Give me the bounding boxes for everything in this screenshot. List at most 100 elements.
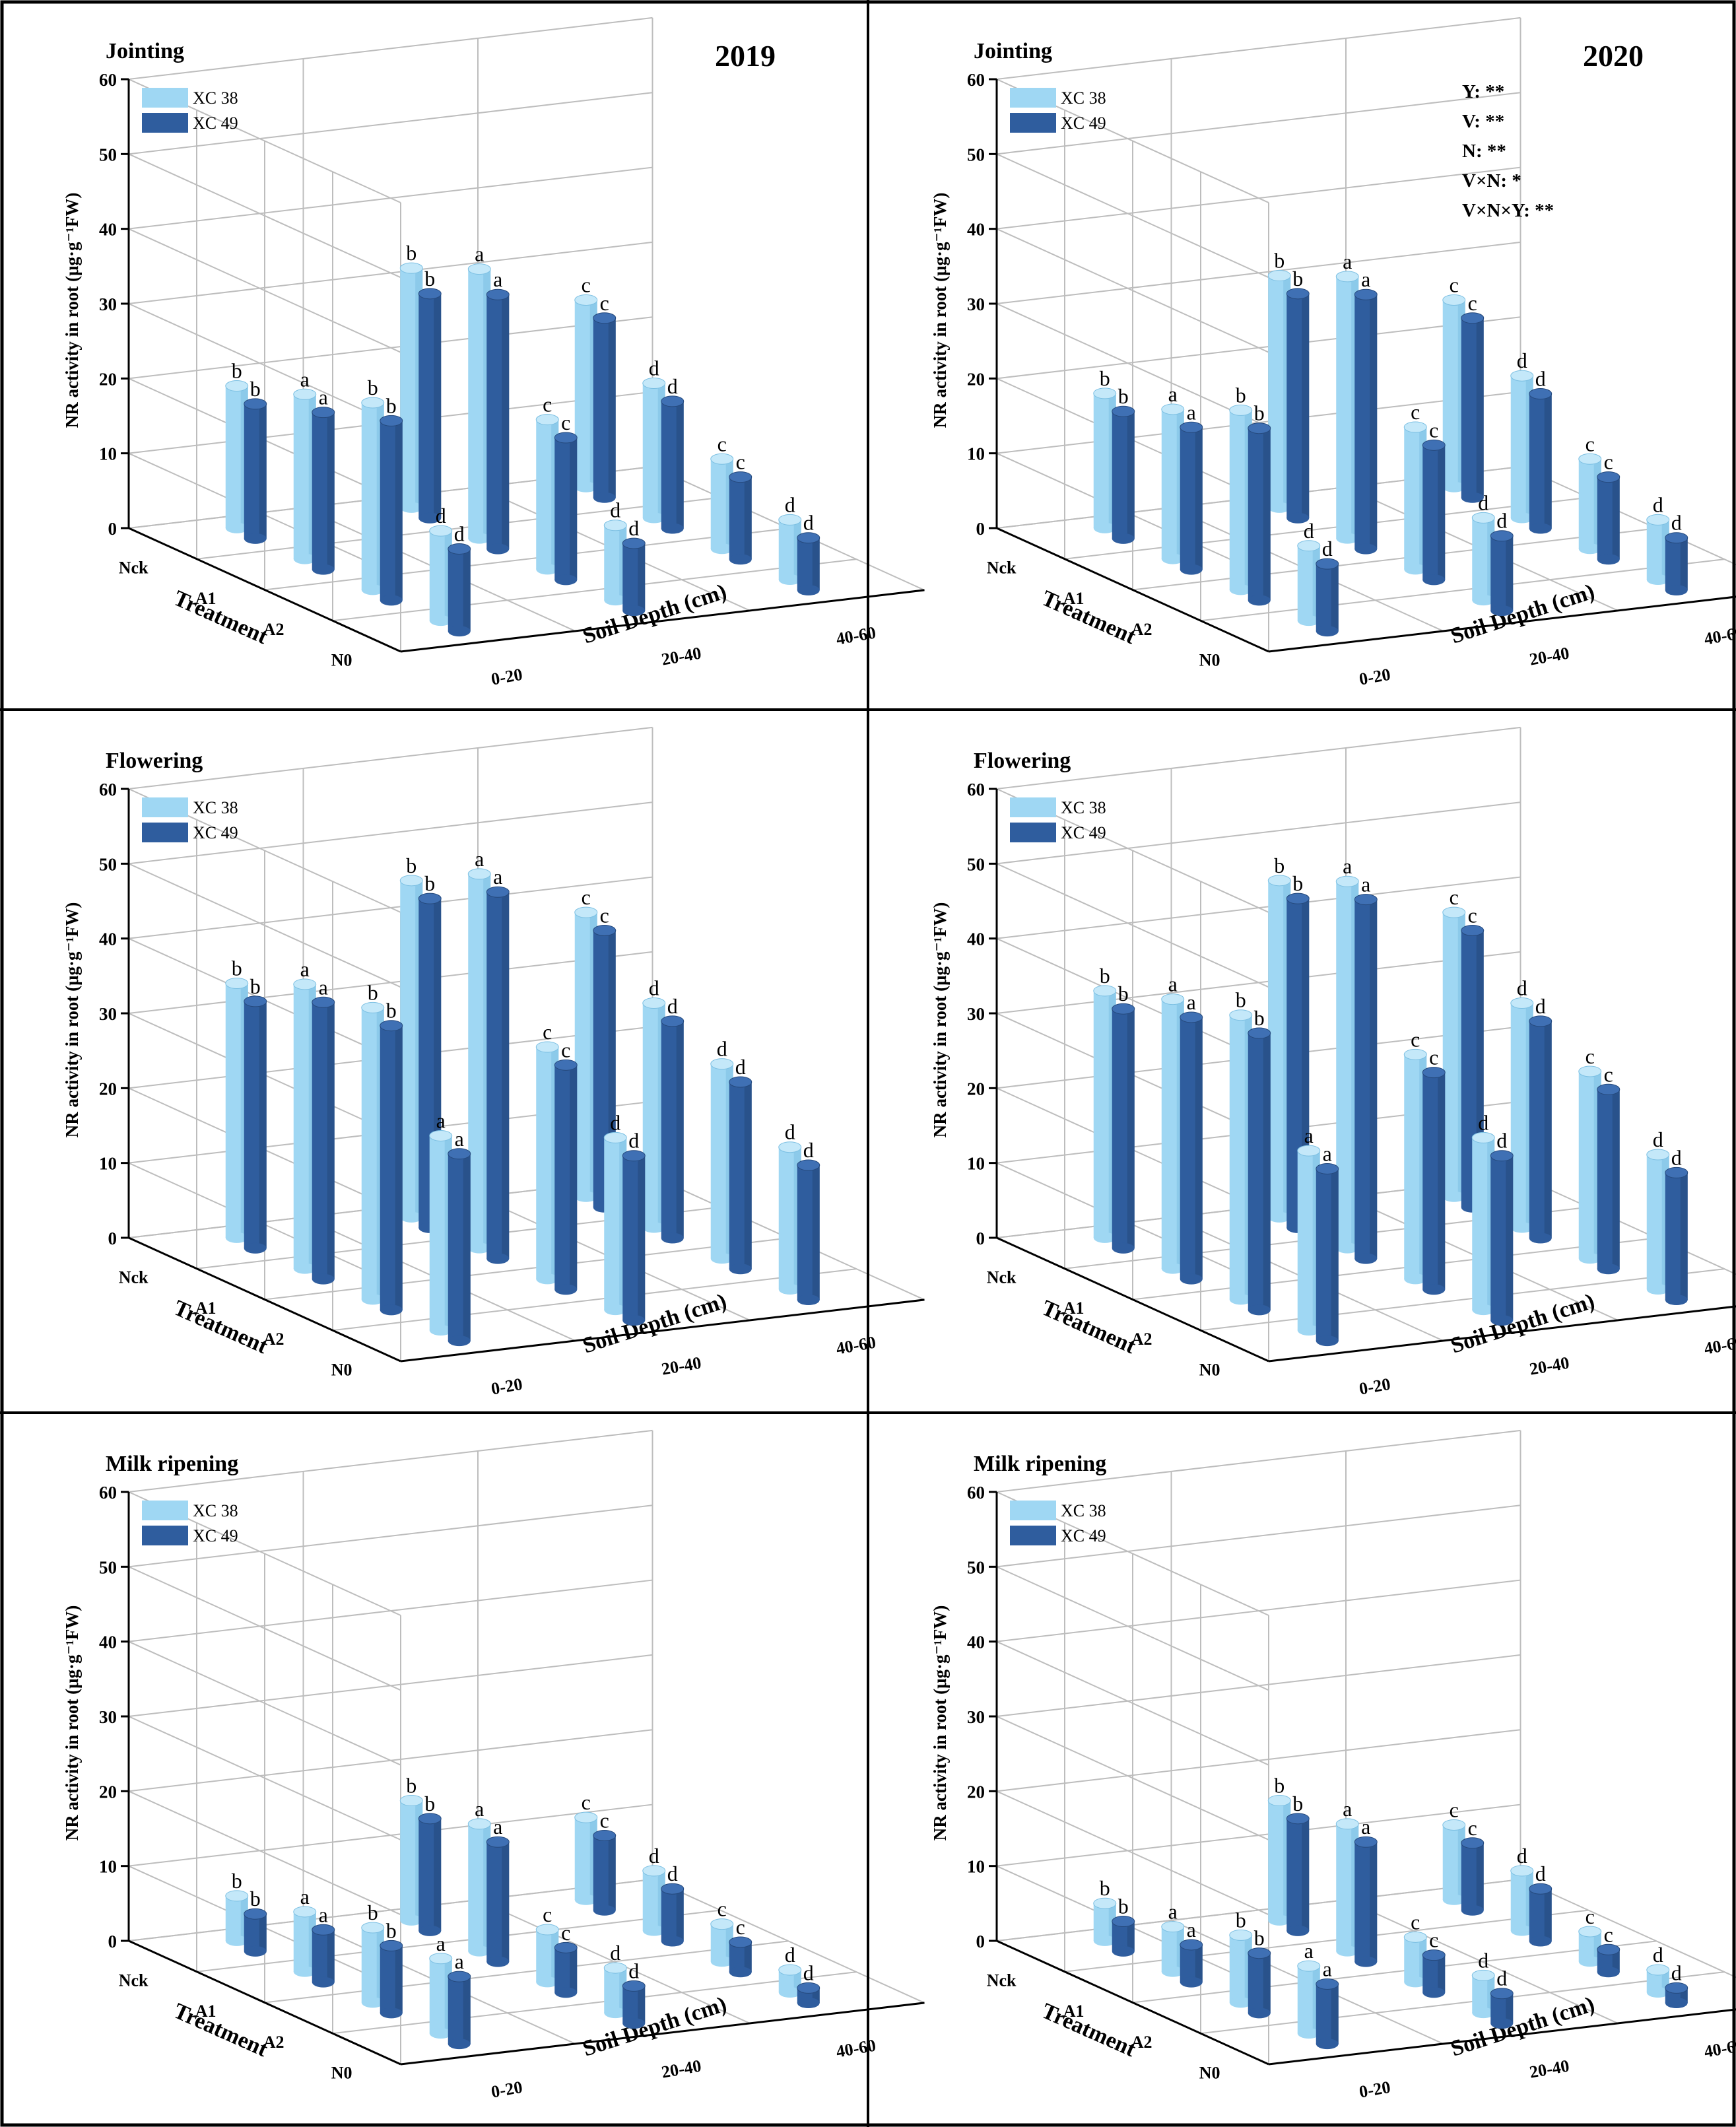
significance-letter: c — [1604, 1062, 1613, 1086]
bar-top — [574, 906, 598, 918]
y-tick-label: 30 — [967, 1004, 985, 1024]
significance-letter: b — [1100, 964, 1110, 988]
bar-top — [1490, 1150, 1514, 1162]
bar-bottom — [1461, 1905, 1484, 1916]
bar-shadow — [463, 1976, 471, 2044]
significance-letter: a — [455, 1949, 464, 1973]
bar-xc49-N0-0-20: a — [448, 1127, 471, 1347]
bar-xc49-A2-40-60: c — [729, 450, 752, 565]
bar-top — [244, 1908, 267, 1920]
bar-top — [399, 1794, 423, 1806]
bar-top — [1286, 893, 1310, 904]
bar-bottom — [400, 1211, 423, 1223]
bar-bottom — [797, 1295, 820, 1306]
bar-xc49-A2-0-20: b — [380, 1918, 403, 2019]
significance-letter: c — [1586, 432, 1595, 456]
significance-letter: a — [319, 1903, 328, 1926]
bar-xc49-N0-20-40: d — [1490, 509, 1514, 617]
bar-bottom — [604, 1304, 627, 1316]
bar-bottom — [380, 2008, 403, 2019]
bar-top — [429, 525, 453, 537]
bar-shadow — [1331, 1984, 1339, 2044]
y-tick-label: 60 — [967, 70, 985, 90]
bar-bottom — [1665, 585, 1688, 596]
floor-gridline-treat-3 — [1200, 1971, 1725, 2035]
bar-bottom — [225, 522, 248, 533]
bar-shadow — [744, 477, 752, 560]
floor-gridline-treat-1 — [1064, 1909, 1589, 1973]
floor-gridline-treat-2 — [1132, 527, 1657, 591]
significance-letter: a — [1343, 854, 1352, 878]
bar-bottom — [400, 502, 423, 513]
bar-xc49-A2-20-40: c — [554, 411, 578, 586]
floor-gridline-treat-1 — [1064, 496, 1589, 560]
bar-xc49-A1-0-20: a — [1180, 400, 1203, 575]
significance-letter: d — [1517, 349, 1527, 372]
bar-bottom — [1161, 1966, 1184, 1977]
bar-bottom — [293, 1263, 316, 1274]
bar-bottom — [1336, 1945, 1359, 1957]
bar-top — [797, 1982, 820, 1994]
bar-shadow — [1127, 411, 1135, 539]
bar-shadow — [1476, 1842, 1484, 1910]
bar-shadow — [570, 437, 578, 580]
bar-top — [361, 397, 385, 409]
bar-top — [661, 395, 684, 407]
bar-top — [1461, 312, 1485, 324]
bar-top — [1403, 1931, 1427, 1943]
bar-bottom — [312, 1273, 335, 1285]
bar-top — [467, 868, 491, 880]
bar-top — [729, 1076, 752, 1088]
bar-xc49-N0-0-20: d — [448, 522, 471, 637]
floor-gridline-treat-2 — [1132, 1940, 1657, 2004]
significance-letter: d — [649, 356, 659, 380]
bar-shadow — [608, 930, 616, 1207]
bar-xc49-Nck-20-40: b — [418, 871, 442, 1233]
bar-top — [1161, 403, 1185, 415]
bar-bottom — [1268, 1211, 1291, 1223]
bar-top — [1529, 1883, 1552, 1895]
significance-letter: b — [1254, 1926, 1265, 1950]
bar-bottom — [574, 1191, 597, 1202]
treatment-axis-line — [996, 1236, 1269, 1363]
bar-xc49-A1-20-40: a — [1354, 873, 1378, 1264]
bar-top — [1578, 1065, 1602, 1077]
bar-bottom — [429, 615, 452, 626]
bar-top — [1490, 530, 1514, 542]
significance-letter: d — [610, 1941, 620, 1965]
bar-bottom — [1442, 481, 1465, 492]
bar-bottom — [1336, 533, 1359, 544]
back-gridline-y50 — [996, 92, 1521, 155]
significance-letter: d — [785, 1120, 795, 1144]
bar-top — [1422, 439, 1446, 451]
significance-letter: b — [232, 359, 242, 383]
bar-bottom — [622, 1315, 646, 1326]
bar-top — [1229, 1929, 1253, 1941]
bar-top — [778, 1141, 802, 1153]
legend: XC 38 XC 49 — [1010, 88, 1106, 133]
significance-letter: c — [561, 411, 570, 434]
significance-letter: b — [1100, 366, 1110, 390]
significance-letter: a — [300, 367, 310, 391]
bar-xc49-A1-0-20: a — [312, 975, 335, 1285]
significance-letter: d — [1535, 994, 1546, 1018]
bar-xc49-N0-40-60: d — [1665, 1145, 1688, 1306]
bar-shadow — [1544, 393, 1552, 529]
bar-bottom — [1529, 523, 1552, 534]
significance-letter: c — [1429, 1046, 1438, 1069]
bar-shadow — [744, 1941, 752, 1973]
bar-top — [1442, 294, 1466, 306]
significance-letter: d — [1653, 492, 1663, 516]
bar-bottom — [661, 1232, 684, 1244]
significance-letter: a — [1187, 1918, 1196, 1941]
back-gridline-y60 — [996, 1429, 1521, 1493]
significance-letter: a — [493, 267, 502, 291]
bar-top — [1248, 422, 1271, 434]
significance-letter: b — [232, 1869, 242, 1893]
bar-bottom — [1422, 574, 1446, 586]
bar-xc38-N0-40-60: d — [778, 1943, 802, 1998]
bar-shadow — [638, 1986, 646, 2024]
bar-xc38-A2-40-60: c — [1578, 1905, 1602, 1967]
bar-xc49-Nck-40-60: c — [1461, 1816, 1485, 1916]
